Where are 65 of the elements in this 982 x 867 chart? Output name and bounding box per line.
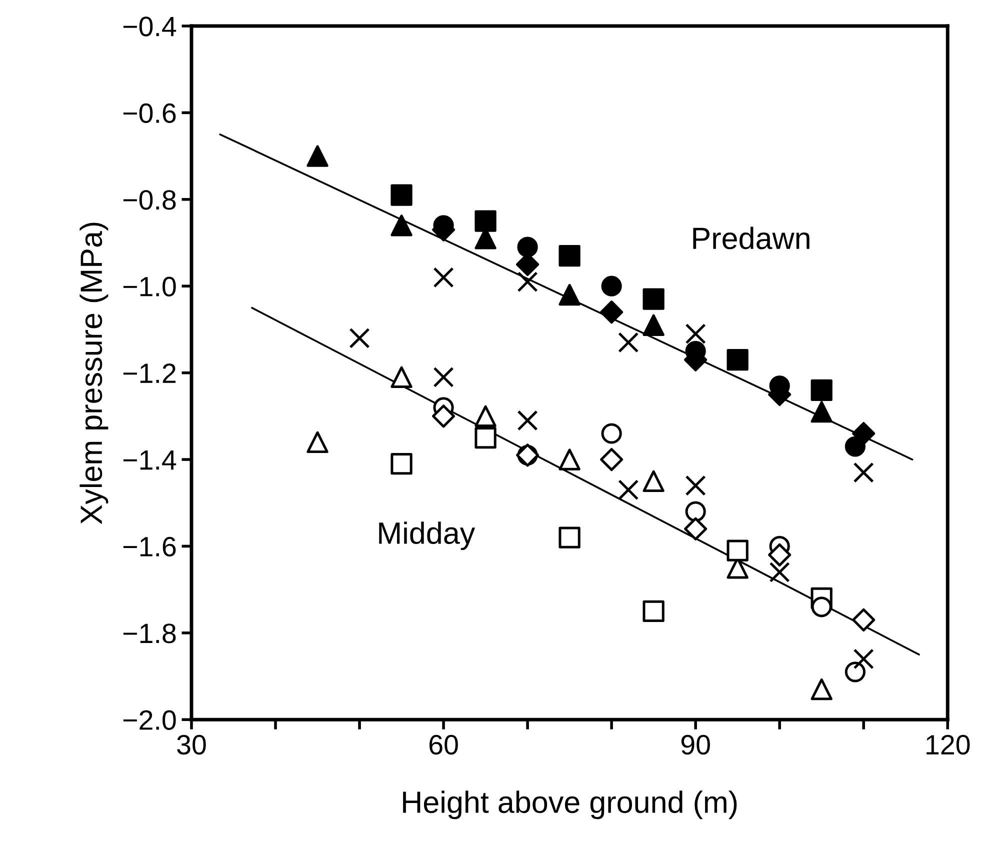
point <box>684 517 708 540</box>
y-tick-label: −1.6 <box>123 536 176 557</box>
point <box>306 145 328 167</box>
x-tick-label: 120 <box>926 734 970 755</box>
point <box>853 462 874 483</box>
point <box>811 596 832 618</box>
point <box>810 401 832 423</box>
point <box>390 366 412 388</box>
point <box>852 422 876 446</box>
point <box>685 501 706 522</box>
y-tick-label: −0.4 <box>123 16 176 36</box>
point <box>618 332 639 353</box>
point <box>844 436 866 457</box>
point <box>306 431 328 453</box>
x-axis-title: Height above ground (m) <box>403 790 737 820</box>
point <box>390 184 412 206</box>
point <box>769 562 790 583</box>
point <box>685 323 706 344</box>
y-tick-label: −1.2 <box>123 363 176 383</box>
point <box>642 470 664 492</box>
point <box>768 543 792 566</box>
point <box>474 405 496 427</box>
point <box>810 379 832 401</box>
point <box>853 648 874 670</box>
point <box>558 448 580 470</box>
point <box>517 410 538 431</box>
point <box>474 210 496 232</box>
point <box>517 271 538 292</box>
point <box>618 480 639 500</box>
point <box>433 366 454 388</box>
y-tick-label: −0.6 <box>123 103 176 124</box>
point <box>558 284 580 306</box>
annotation: Predawn <box>693 226 810 250</box>
point <box>852 608 876 632</box>
x-tick-label: 60 <box>430 734 458 755</box>
point <box>432 404 456 428</box>
point <box>433 267 454 288</box>
y-tick-label: −2.0 <box>123 710 176 730</box>
point <box>844 662 866 682</box>
point <box>390 214 412 236</box>
y-tick-label: −1.0 <box>123 276 176 296</box>
point <box>558 526 580 548</box>
point <box>558 244 580 267</box>
point <box>726 348 748 371</box>
point <box>726 540 748 562</box>
y-tick-label: −0.8 <box>123 190 176 210</box>
point <box>685 475 706 496</box>
point <box>517 236 538 258</box>
point <box>642 288 664 310</box>
x-tick-label: 90 <box>681 734 710 755</box>
point <box>600 300 624 324</box>
annotation: Midday <box>379 522 476 550</box>
point <box>601 423 622 444</box>
y-tick-label: −1.4 <box>123 450 176 470</box>
point <box>349 328 370 348</box>
point <box>390 453 412 475</box>
y-axis-title: Xylem pressure (MPa) <box>80 222 108 524</box>
point <box>600 448 624 472</box>
point <box>810 678 832 700</box>
point <box>642 600 664 622</box>
y-tick-label: −1.8 <box>123 624 176 644</box>
point <box>642 314 664 336</box>
point <box>601 276 622 296</box>
x-tick-label: 30 <box>177 734 206 755</box>
point <box>474 427 496 449</box>
